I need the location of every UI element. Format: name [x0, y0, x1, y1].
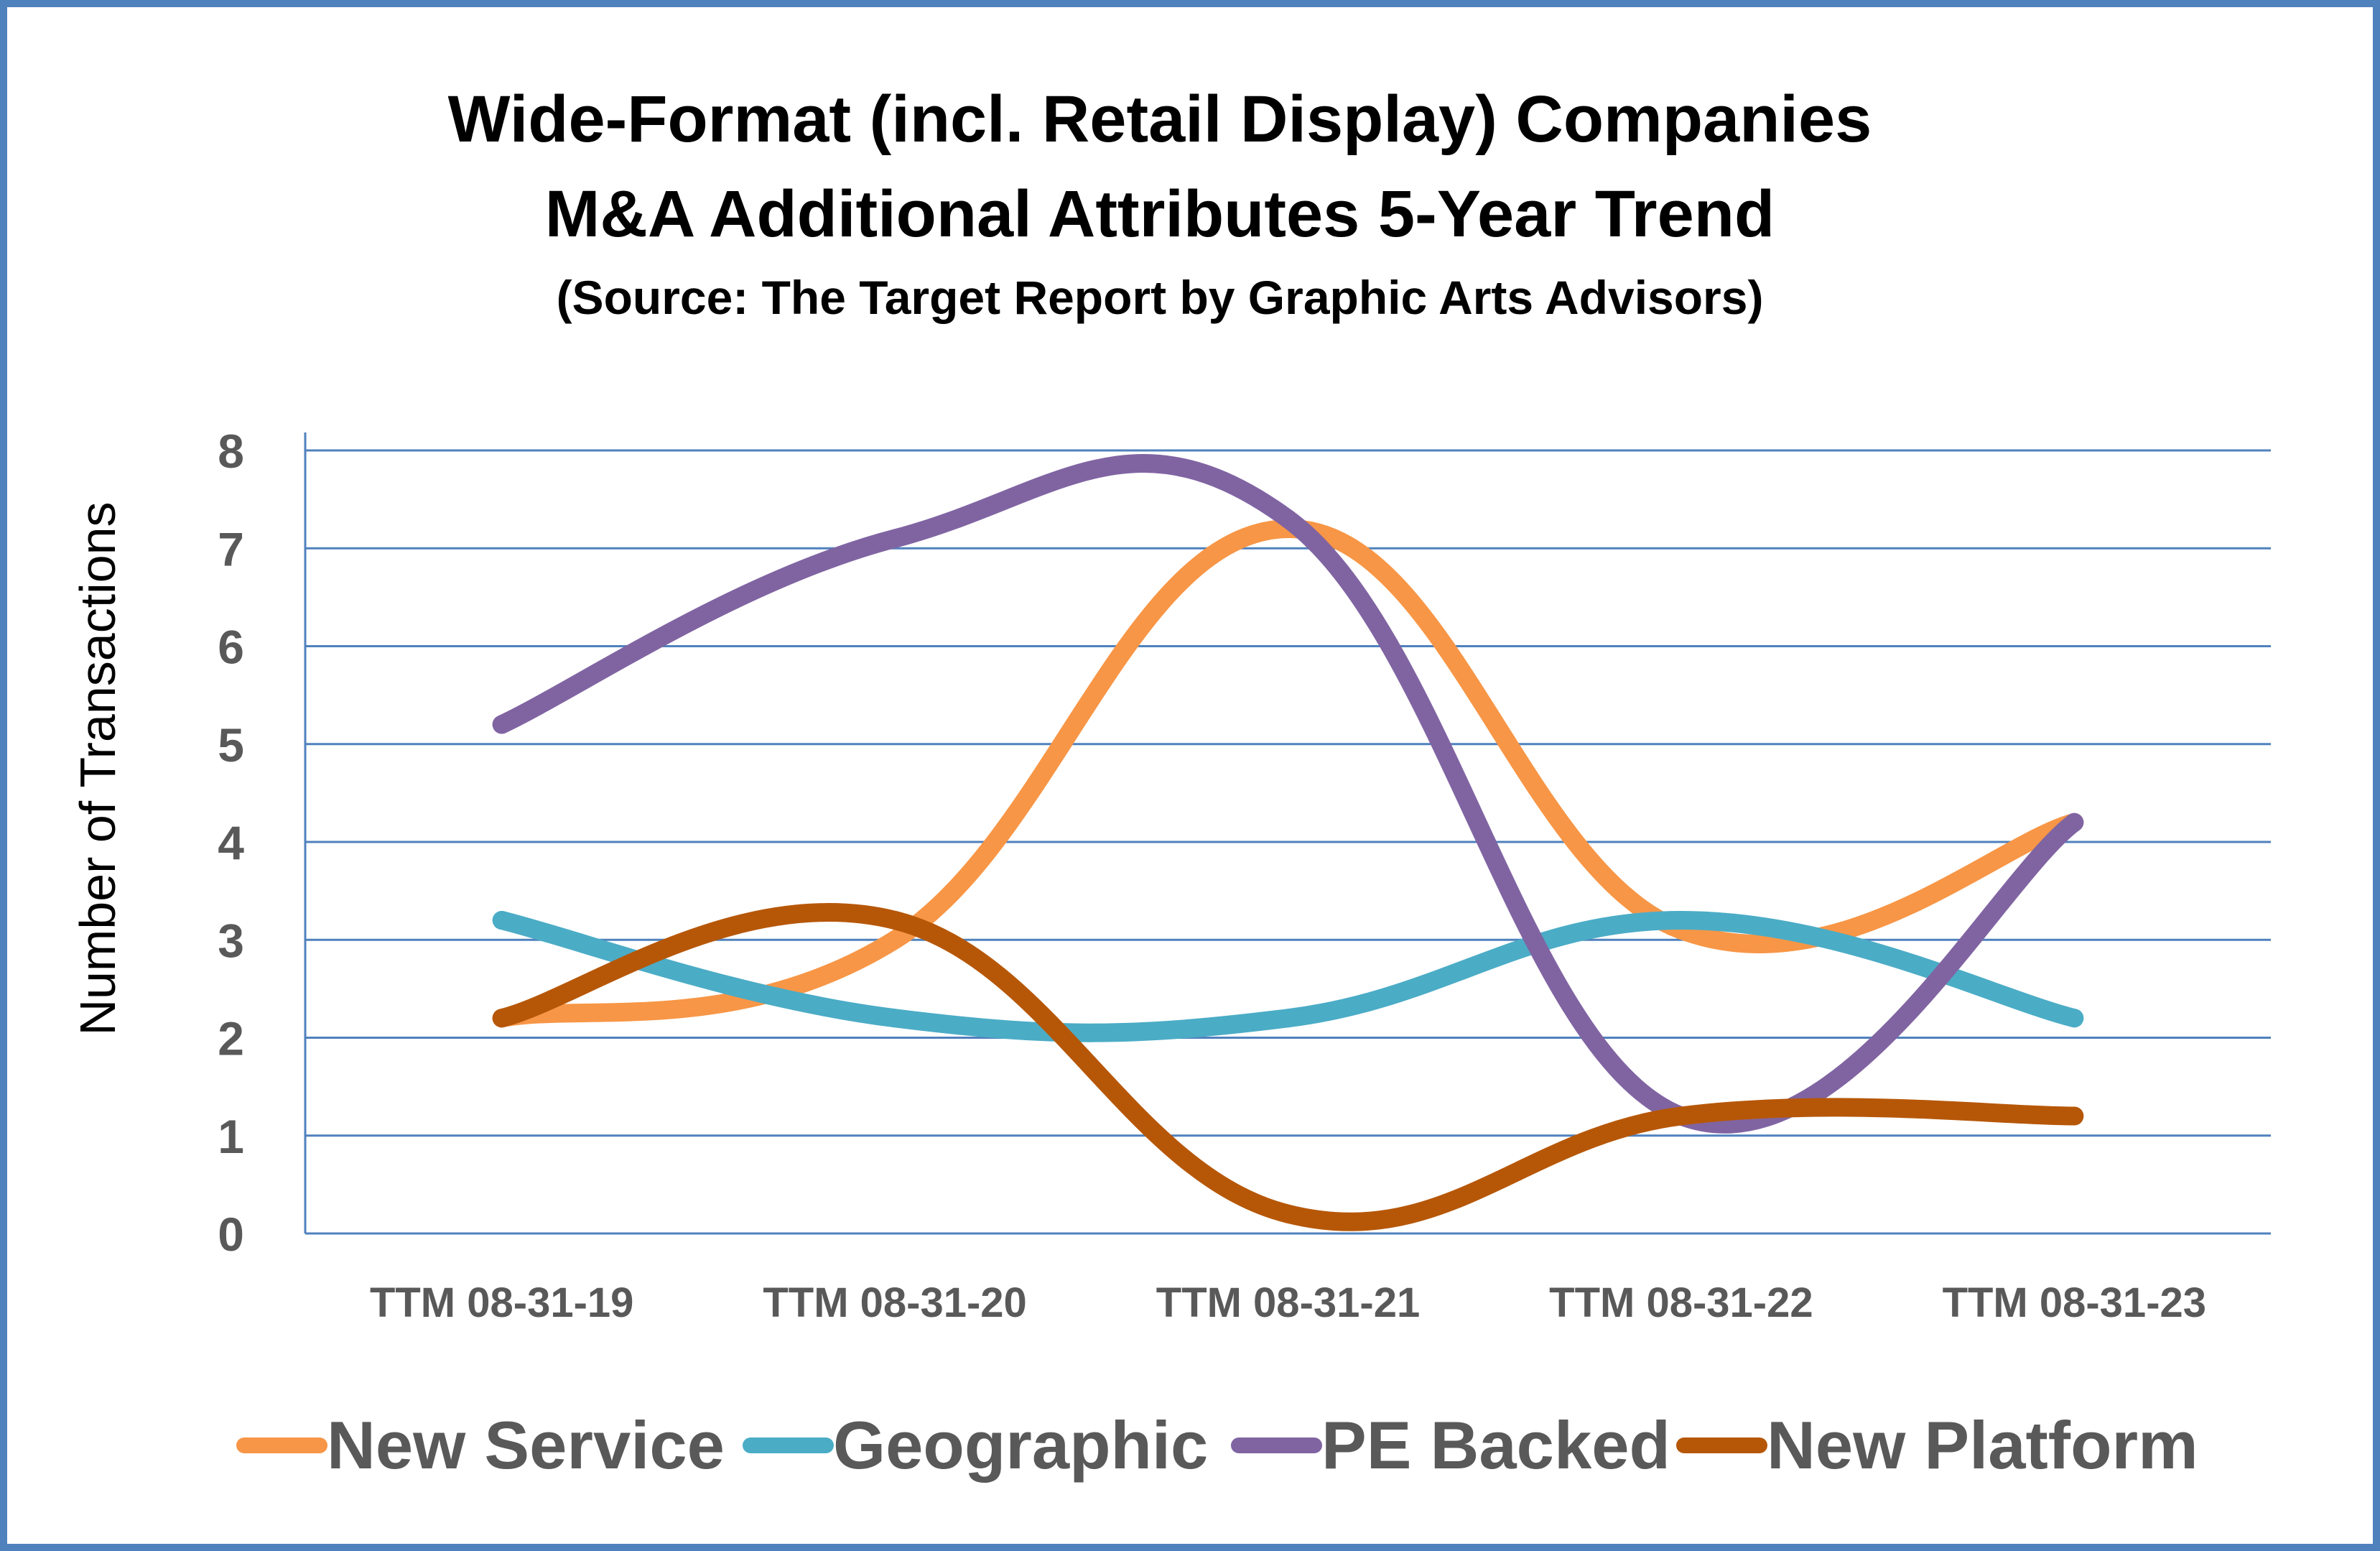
- data-point-new-platform-0: [492, 1009, 511, 1028]
- x-tick-label: TTM 08-31-20: [763, 1279, 1026, 1326]
- data-point-new-platform-3: [1671, 1106, 1691, 1126]
- data-point-pe-backed-2: [1278, 509, 1298, 529]
- data-point-geographic-3: [1671, 911, 1691, 930]
- y-tick-label: 1: [218, 1110, 244, 1163]
- x-tick-label: TTM 08-31-22: [1549, 1279, 1813, 1326]
- legend: New Service Geographic PE Backed New Platfo…: [236, 1407, 2198, 1483]
- x-tick-label: TTM 08-31-23: [1943, 1279, 2206, 1326]
- series-lines: [492, 454, 2084, 1231]
- data-point-pe-backed-0: [492, 715, 511, 734]
- y-tick-label: 5: [218, 718, 244, 772]
- legend-label-pe-backed: PE Backed: [1321, 1407, 1670, 1483]
- legend-label-geographic: Geographic: [833, 1407, 1208, 1483]
- chart-title-line-2: M&A Additional Attributes 5-Year Trend: [544, 177, 1775, 251]
- data-point-geographic-4: [2065, 1009, 2084, 1028]
- y-tick-label: 0: [218, 1208, 244, 1261]
- data-point-pe-backed-1: [885, 529, 905, 548]
- data-point-new-platform-4: [2065, 1106, 2084, 1126]
- y-tick-label: 8: [218, 425, 244, 478]
- chart-title-block: Wide-Format (incl. Retail Display) Compa…: [0, 72, 2320, 333]
- chart-title-line-1: Wide-Format (incl. Retail Display) Compa…: [447, 83, 1872, 156]
- data-point-new-platform-1: [885, 911, 905, 930]
- y-axis-title: Number of Transactions: [70, 501, 126, 1035]
- y-tick-label: 7: [218, 522, 244, 575]
- data-point-geographic-1: [885, 1009, 905, 1028]
- data-point-geographic-0: [492, 911, 511, 930]
- legend-label-new-platform: New Platform: [1767, 1407, 2198, 1483]
- x-tick-label: TTM 08-31-19: [370, 1279, 633, 1326]
- y-tick-label: 6: [218, 621, 244, 674]
- legend-label-new-service: New Service: [327, 1407, 725, 1483]
- series-line-pe-backed: [492, 454, 2084, 1134]
- y-tick-label: 2: [218, 1012, 244, 1065]
- y-tick-label: 4: [218, 816, 244, 869]
- data-point-new-service-1: [885, 930, 905, 950]
- data-point-pe-backed-4: [2065, 812, 2084, 832]
- x-tick-label: TTM 08-31-21: [1156, 1279, 1420, 1326]
- gridlines: [305, 449, 2271, 1137]
- data-point-new-platform-2: [1278, 1204, 1298, 1223]
- axes: 0 1 2 3 4 5 6 7 8 TTM 08-31-19 TTM 08-31-20 TTM 08-…: [218, 425, 2271, 1326]
- y-tick-label: 3: [218, 914, 244, 967]
- data-point-geographic-2: [1278, 1009, 1298, 1028]
- chart-subtitle: (Source: The Target Report by Graphic Ar…: [556, 271, 1764, 324]
